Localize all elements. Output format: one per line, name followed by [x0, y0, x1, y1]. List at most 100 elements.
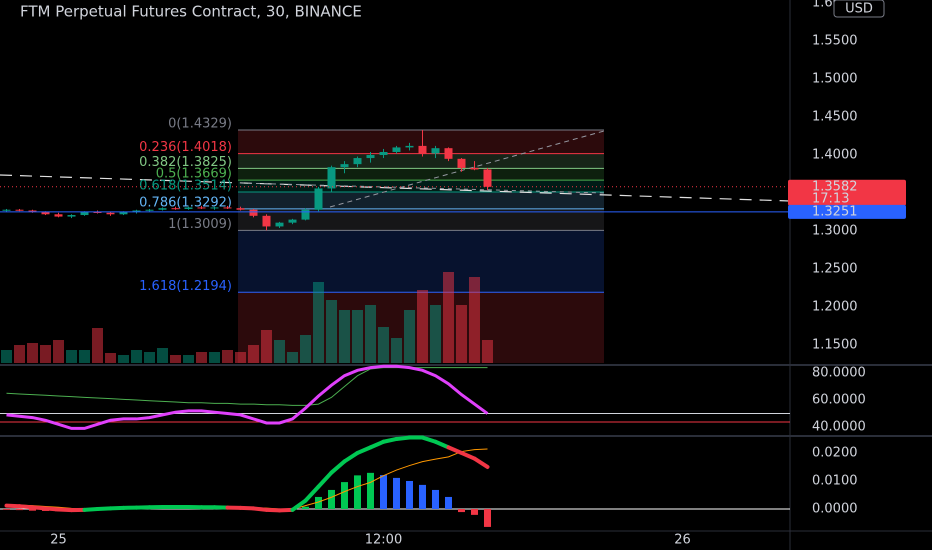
histogram-bar [405, 480, 413, 509]
volume-bar [390, 338, 402, 363]
macd-segment [17, 504, 35, 510]
chart-title: FTM Perpetual Futures Contract, 30, BINA… [20, 3, 362, 21]
histogram-bar [444, 496, 452, 509]
candle-body [262, 215, 271, 227]
volume-bar [481, 340, 493, 363]
y-tick-label: 1.4500 [812, 110, 858, 125]
macd-segment [290, 498, 308, 512]
candle-body [171, 208, 180, 210]
macd-segment [264, 507, 282, 513]
price-label-box [788, 179, 906, 206]
candle-body [67, 215, 76, 217]
macd-segment [368, 439, 386, 450]
currency-box [833, 0, 885, 18]
histogram-bar [340, 482, 348, 509]
fib-label: 1.618(1.2194) [139, 279, 232, 294]
currency-label: USD [845, 2, 873, 17]
macd-segment [82, 506, 100, 512]
candle-body [106, 212, 115, 215]
price-label-box [788, 204, 906, 219]
histogram-bar [301, 506, 309, 509]
volume-bar [65, 350, 77, 363]
y-tick-label: 60.0000 [812, 393, 866, 408]
macd-segment [342, 450, 360, 464]
volume-bar [286, 352, 298, 363]
candle-body [444, 148, 453, 159]
histogram-bar [470, 508, 478, 515]
y-tick-label: 1.5500 [812, 34, 858, 49]
candle-body [28, 210, 37, 213]
candle-body [93, 212, 102, 214]
volume-bar [442, 272, 454, 363]
fib-label: 0(1.4329) [168, 117, 232, 132]
macd-segment [4, 503, 22, 509]
volume-bar [403, 310, 415, 363]
volume-bar [52, 340, 64, 363]
histogram-bar [457, 508, 465, 513]
macd-segment [394, 435, 412, 441]
candle-body [41, 212, 50, 215]
candle-body [288, 219, 297, 223]
fib-label: 0.382(1.3825) [139, 155, 232, 170]
signal-line [6, 448, 488, 510]
fib-zone [238, 180, 604, 192]
volume-bar [182, 355, 194, 363]
y-tick-label: 1.3000 [812, 224, 858, 239]
macd-segment [433, 439, 451, 450]
candle-body [379, 151, 388, 156]
histogram-bar [314, 496, 322, 509]
volume-bar [260, 330, 272, 363]
candle-body [119, 212, 128, 215]
histogram-bar [431, 489, 439, 509]
macd-segment [238, 505, 256, 511]
volume-bar [273, 340, 285, 363]
candle-body [405, 145, 414, 148]
fib-zones [238, 129, 604, 363]
macd-segment [472, 456, 490, 469]
macd-segment [329, 459, 347, 475]
candle-body [340, 164, 349, 168]
volume-bar [39, 345, 51, 363]
y-tick-label: 0.0200 [812, 445, 858, 460]
volume-bar [117, 355, 129, 363]
fib-label: 1(1.3009) [168, 217, 232, 232]
histogram-bar [2, 508, 10, 510]
candle-body [184, 207, 193, 209]
candle-body [15, 209, 24, 211]
trend-line [329, 130, 605, 208]
candle-body [457, 158, 466, 168]
price-label: 1.3251 [812, 204, 858, 219]
histogram-bar [327, 489, 335, 509]
indicator-line [6, 367, 488, 406]
volume-bar [364, 305, 376, 363]
volume-bar [429, 305, 441, 363]
candle-body [366, 155, 375, 159]
candle-body [431, 148, 440, 154]
volume-bar [221, 350, 233, 363]
fib-zone [238, 130, 604, 154]
histogram-bar [392, 477, 400, 509]
price-label: 1.3582 [812, 179, 858, 194]
volume-bar [195, 352, 207, 363]
fib-zone [238, 230, 604, 293]
candle-body [327, 167, 336, 189]
candle-body [2, 209, 11, 211]
macd-segment [420, 435, 438, 444]
candle-body [301, 209, 310, 220]
candle-body [418, 145, 427, 154]
fib-zone [238, 191, 604, 209]
y-tick-label: 80.0000 [812, 366, 866, 381]
y-tick-label: 1.2500 [812, 262, 858, 277]
fib-zone [238, 208, 604, 231]
macd-segment [316, 470, 334, 489]
volume-bar [169, 355, 181, 363]
macd-segment [30, 505, 48, 511]
volume-bar [208, 352, 220, 363]
macd-segment [95, 506, 113, 511]
y-tick-label: 1.5000 [812, 72, 858, 87]
volume-bar [247, 345, 259, 363]
macd-segment [446, 445, 464, 455]
volume-bar [325, 300, 337, 363]
volume-bar [13, 345, 25, 363]
volume-bar [416, 290, 428, 363]
